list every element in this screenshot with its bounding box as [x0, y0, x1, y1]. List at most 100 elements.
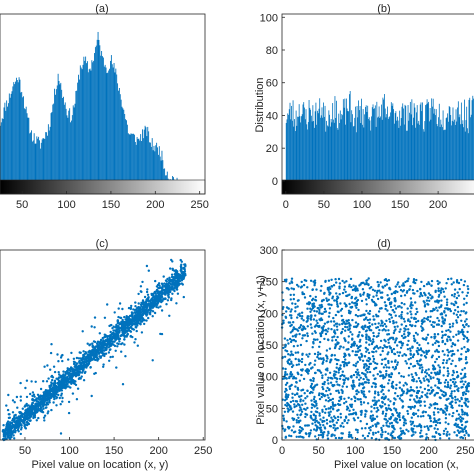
histogram-bar — [339, 110, 341, 181]
scatter-point — [407, 358, 410, 361]
scatter-point — [113, 311, 116, 314]
panel-a: 50 100 150 200 250 — [0, 13, 209, 211]
scatter-point — [450, 404, 454, 407]
scatter-point — [184, 265, 187, 268]
histogram-bar — [24, 109, 26, 181]
scatter-point — [396, 361, 399, 364]
scatter-point — [88, 349, 91, 353]
scatter-point — [97, 352, 101, 355]
histogram-bar — [304, 107, 305, 181]
scatter-point — [397, 354, 401, 357]
scatter-point — [438, 433, 442, 437]
scatter-point — [383, 301, 387, 304]
scatter-point — [407, 332, 411, 336]
scatter-point — [352, 408, 355, 411]
scatter-point — [305, 339, 308, 343]
scatter-point — [294, 306, 297, 309]
histogram-bar — [461, 123, 463, 181]
scatter-point — [107, 341, 110, 344]
scatter-point — [403, 353, 406, 356]
histogram-bar — [110, 55, 112, 181]
scatter-point — [287, 393, 290, 397]
scatter-point — [343, 378, 346, 382]
scatter-point — [295, 380, 298, 384]
scatter-point — [36, 393, 40, 396]
histogram-bar — [293, 126, 295, 181]
histogram-bar — [121, 106, 123, 181]
histogram-bar — [294, 119, 295, 181]
scatter-point — [47, 377, 50, 380]
scatter-point — [437, 411, 440, 414]
scatter-point — [151, 315, 154, 318]
histogram-bar — [455, 109, 457, 181]
scatter-point — [42, 403, 45, 407]
histogram-bar — [55, 89, 57, 181]
histogram-bar — [368, 117, 370, 181]
scatter-point — [50, 381, 53, 384]
scatter-point — [349, 330, 352, 334]
histogram-bar — [50, 113, 52, 181]
scatter-point — [25, 395, 29, 399]
scatter-point — [116, 325, 120, 328]
scatter-point — [365, 410, 368, 413]
scatter-point — [400, 301, 403, 305]
scatter-point — [383, 403, 387, 406]
histogram-bar — [68, 110, 70, 181]
scatter-point — [363, 318, 366, 321]
scatter-point — [366, 371, 369, 374]
scatter-point — [322, 416, 325, 419]
scatter-point — [436, 309, 439, 312]
histogram-bar — [89, 68, 91, 181]
scatter-point — [460, 436, 463, 439]
histogram-bar — [416, 105, 418, 181]
scatter-point — [310, 315, 313, 319]
histogram-bar — [377, 117, 378, 181]
scatter-point — [98, 347, 101, 350]
scatter-point — [306, 406, 309, 410]
scatter-point — [424, 356, 428, 359]
histogram-bar — [145, 127, 147, 181]
scatter-point — [439, 305, 443, 308]
scatter-point — [388, 373, 391, 377]
histogram-bar — [33, 133, 35, 181]
scatter-point — [459, 372, 463, 375]
histogram-bar — [73, 107, 75, 181]
scatter-point — [364, 373, 367, 376]
scatter-point — [391, 424, 394, 427]
scatter-point — [323, 431, 326, 434]
histogram-bar — [381, 119, 383, 181]
histogram-bar — [417, 123, 419, 181]
histogram-bar — [129, 134, 131, 181]
scatter-point — [423, 387, 427, 391]
scatter-point — [289, 310, 292, 313]
histogram-bar — [65, 108, 67, 181]
scatter-point — [81, 371, 84, 374]
scatter-point — [337, 371, 340, 374]
scatter-point — [287, 353, 290, 356]
panel-b-colorbar — [281, 179, 474, 195]
histogram-bar — [133, 133, 135, 181]
scatter-point — [309, 379, 313, 382]
histogram-bar — [154, 151, 156, 181]
scatter-point — [91, 348, 94, 352]
histogram-bar — [451, 120, 453, 181]
scatter-point — [49, 387, 52, 390]
histogram-bar — [62, 97, 64, 181]
scatter-point — [285, 310, 288, 313]
scatter-point — [314, 371, 317, 375]
scatter-point — [357, 333, 360, 337]
scatter-point — [375, 415, 379, 418]
scatter-point — [384, 430, 387, 434]
scatter-point — [128, 326, 131, 330]
scatter-point — [299, 343, 303, 347]
scatter-point — [354, 370, 358, 374]
histogram-bar — [320, 115, 322, 181]
histogram-bar — [426, 99, 428, 181]
scatter-point — [112, 337, 115, 340]
scatter-point — [335, 322, 339, 325]
scatter-point — [372, 382, 375, 385]
histogram-bar — [347, 111, 349, 181]
scatter-point — [361, 359, 365, 362]
histogram-bar — [357, 117, 359, 181]
scatter-point — [420, 319, 423, 323]
